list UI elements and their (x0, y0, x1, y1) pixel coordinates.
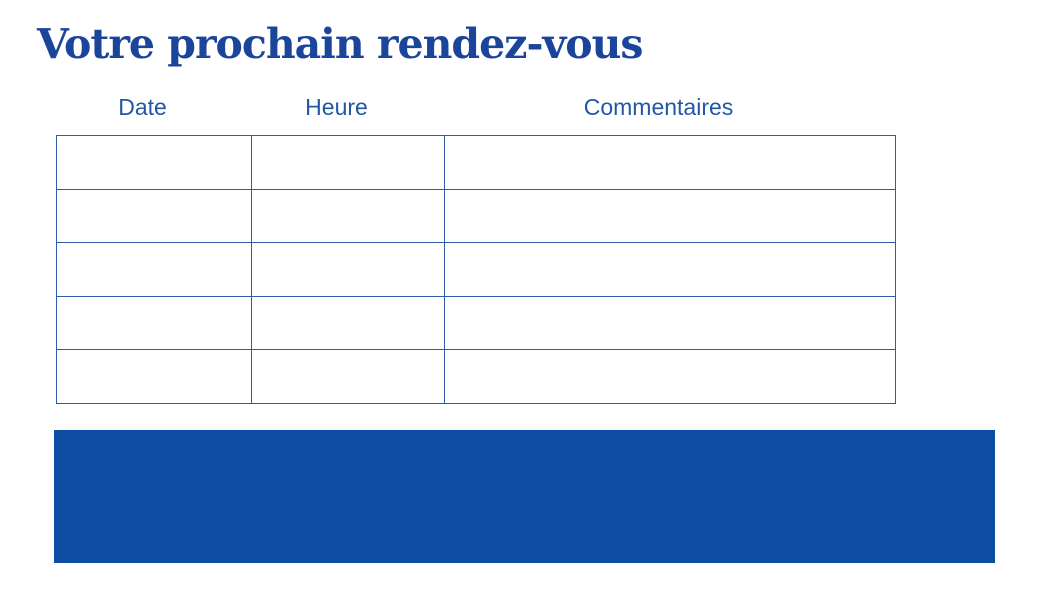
table-row (56, 188, 896, 243)
page-title: Votre prochain rendez-vous (37, 20, 644, 68)
table-row (56, 242, 896, 297)
table-cell (56, 295, 252, 350)
column-header-heure: Heure (305, 94, 368, 120)
appointments-section: Date Heure Commentaires (56, 92, 896, 404)
table-cell (444, 295, 896, 350)
column-header-commentaires: Commentaires (583, 94, 734, 120)
table-cell (251, 188, 445, 243)
table-column-headers: Date Heure Commentaires (56, 92, 895, 124)
table-cell (56, 188, 252, 243)
table-row (56, 295, 896, 350)
bottom-banner (54, 430, 995, 563)
table-cell (251, 349, 445, 404)
table-row (56, 349, 896, 404)
table-cell (56, 242, 252, 297)
table-cell (444, 349, 896, 404)
table-cell (444, 242, 896, 297)
appointments-table (56, 135, 896, 404)
table-cell (251, 135, 445, 190)
column-header-date: Date (118, 94, 167, 120)
table-cell (251, 295, 445, 350)
table-cell (251, 242, 445, 297)
table-cell (56, 135, 252, 190)
table-cell (56, 349, 252, 404)
table-row (56, 135, 896, 190)
table-cell (444, 135, 896, 190)
table-body (56, 135, 896, 404)
table-cell (444, 188, 896, 243)
